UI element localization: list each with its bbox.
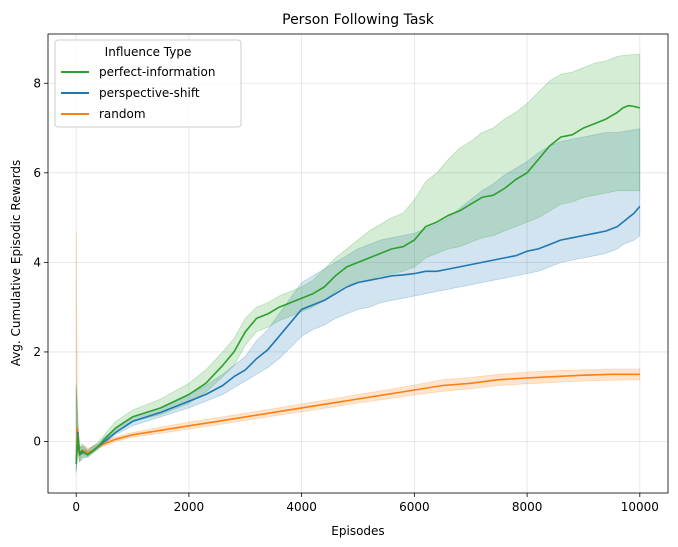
x-tick-label: 10000 (621, 500, 659, 514)
legend-box (54, 39, 242, 128)
line-perfect-information (75, 104, 640, 464)
grid (48, 34, 668, 493)
series-lines (75, 104, 641, 464)
y-axis-ticks: 0 2 4 6 8 (33, 76, 48, 449)
plot-frame (47, 33, 669, 494)
y-axis-label: Avg. Cumulative Episodic Rewards (9, 160, 23, 367)
x-axis-ticks: 0 2000 4000 6000 8000 10000 (72, 493, 659, 514)
x-tick-label: 8000 (512, 500, 543, 514)
y-tick-label: 0 (33, 435, 41, 449)
legend-entries: perfect-information perspective-shift rand… (61, 65, 215, 121)
x-tick-label: 0 (72, 500, 80, 514)
line-perspective-shift (75, 205, 641, 464)
band-random (75, 230, 641, 471)
x-tick-label: 2000 (174, 500, 205, 514)
legend: Influence Type perfect-information perspe… (54, 39, 242, 128)
x-tick-label: 6000 (399, 500, 430, 514)
legend-label-perspective-shift: perspective-shift (99, 86, 200, 100)
chart-title: Person Following Task (282, 12, 435, 28)
y-tick-label: 6 (33, 166, 41, 180)
legend-label-random: random (99, 107, 146, 121)
band-perspective-shift (75, 128, 641, 473)
x-axis-label: Episodes (331, 524, 384, 538)
y-tick-label: 4 (33, 255, 41, 269)
y-tick-label: 2 (33, 345, 41, 359)
line-random (75, 373, 640, 460)
legend-title: Influence Type (105, 45, 192, 59)
y-tick-label: 8 (33, 76, 41, 90)
x-tick-label: 4000 (286, 500, 317, 514)
legend-label-perfect-information: perfect-information (99, 65, 215, 79)
